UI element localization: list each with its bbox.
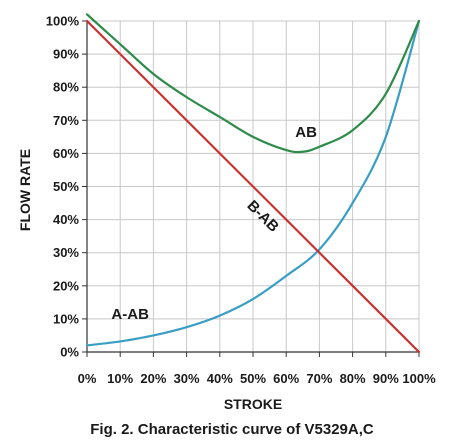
series-lines (85, 13, 421, 354)
series-line-ab (85, 13, 421, 154)
series-line-b-ab (85, 19, 421, 354)
x-tick-label: 50% (240, 371, 266, 386)
x-tick-label: 10% (107, 371, 133, 386)
y-tick-label: 80% (53, 80, 79, 95)
y-tick-labels: 0% 10% 20% 30% 40% 50% 60% 70% 80% 90% 100% (46, 14, 80, 360)
y-tick-label: 50% (53, 179, 79, 194)
annotation-b-ab: B-AB (244, 197, 283, 236)
y-tick-label: 30% (53, 245, 79, 260)
annotation-a-ab: A-AB (111, 306, 149, 323)
y-tick-label: 10% (53, 311, 79, 326)
characteristic-chart: 0%10%20%30%40%50%60%70%80%90%100% 0% 10% 2… (17, 13, 436, 412)
x-tick-label: 60% (273, 371, 299, 386)
x-tick-label: 30% (174, 371, 200, 386)
y-tick-label: 0% (60, 345, 79, 360)
y-tick-label: 90% (53, 47, 79, 62)
y-tick-label: 60% (53, 146, 79, 161)
x-tick-label: 100% (402, 371, 436, 386)
y-tick-label: 40% (53, 212, 79, 227)
series-line-a-ab (85, 19, 421, 347)
y-tick-label: 100% (46, 14, 80, 29)
y-axis-title: FLOW RATE (17, 149, 33, 231)
x-tick-labels: 0% 10% 20% 30% 40% 50% 60% 70% 80% 90% 100% (78, 371, 436, 386)
x-tick-label: 20% (140, 371, 166, 386)
y-tick-label: 70% (53, 113, 79, 128)
figure-caption: Fig. 2. Characteristic curve of V5329A,C (90, 421, 374, 438)
y-tick-label: 20% (53, 278, 79, 293)
x-axis-title: STROKE (224, 396, 282, 412)
x-tick-label: 0% (78, 371, 97, 386)
x-tick-label: 90% (373, 371, 399, 386)
x-tick-label: 40% (207, 371, 233, 386)
x-tick-label: 70% (306, 371, 332, 386)
annotation-ab: AB (295, 124, 317, 141)
axes (82, 20, 420, 357)
x-tick-label: 80% (340, 371, 366, 386)
